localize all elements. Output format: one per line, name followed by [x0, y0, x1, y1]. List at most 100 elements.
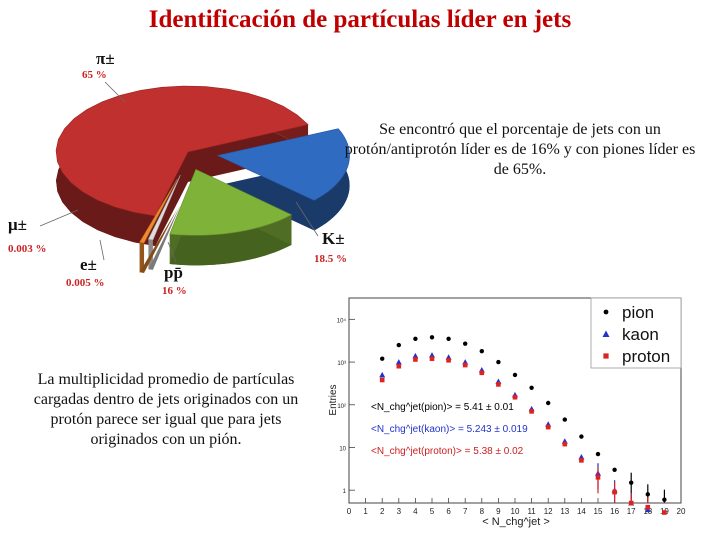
legend: pion kaon proton [590, 297, 682, 369]
proton-point [612, 489, 617, 495]
legend-label: kaon [622, 325, 659, 344]
proton-point [529, 409, 534, 414]
legend-label: pion [622, 303, 654, 322]
proton-point [628, 500, 634, 506]
x-tick-label: 0 [347, 507, 352, 516]
pie-leader-line [104, 81, 126, 103]
pie-slice-name: π± [96, 49, 115, 68]
pie-slice-percent: 0.005 % [66, 277, 105, 289]
y-ticks: 1 10 10² 10³ 10⁴ [337, 317, 355, 495]
pion-point [446, 336, 451, 342]
kaon-point [412, 352, 419, 359]
pion-point [429, 335, 435, 340]
multiplicity-text: La multiplicidad promedio de partículas … [33, 371, 299, 448]
proton-point [429, 356, 435, 361]
pie-leader-line [39, 209, 79, 227]
pie-slice-name: pp̄ [164, 263, 183, 282]
pion-point [496, 359, 501, 365]
y-axis-label: Entries [328, 384, 339, 415]
annotations: <N_chg^jet(pion)> = 5.41 ± 0.01 <N_chg^je… [371, 402, 528, 457]
pion-point [612, 467, 617, 473]
legend-marker [603, 309, 609, 315]
proton-point [545, 424, 551, 430]
x-tick-label: 1 [363, 507, 368, 516]
pie-slice-base [148, 205, 181, 270]
pion-point [579, 434, 584, 439]
pie-leader-line [99, 239, 105, 261]
proton-point [496, 382, 501, 387]
kaon-point [429, 352, 435, 358]
pie-slice-percent: 18.5 % [314, 253, 347, 265]
pion-point [479, 348, 484, 354]
pie-slice-base [139, 208, 178, 273]
pie-slices [55, 85, 350, 244]
pie-leader-line [295, 201, 319, 237]
pie-slice-percent: 16 % [162, 285, 187, 297]
x-tick-label: 7 [463, 507, 468, 516]
pie-slice-name: e± [80, 255, 97, 274]
proton-point [413, 357, 418, 362]
pie-slice [147, 175, 181, 241]
multiplicity-plot: 01234567891011121314151617181920 11010²1… [328, 297, 686, 528]
x-axis-label: < N_chg^jet > [482, 516, 550, 528]
pie-slice [139, 178, 178, 244]
pion-point [629, 480, 634, 485]
x-tick-label: 4 [413, 507, 418, 516]
y-tick-label: 10⁴ [337, 317, 347, 324]
legend-marker [603, 353, 609, 359]
x-tick-label: 2 [380, 507, 385, 516]
pie-leader-line [167, 241, 177, 263]
y-tick-label: 10² [337, 404, 346, 410]
proton-point [595, 475, 601, 480]
pie-chart: π±65 % K± 18.5 % pp̄ 16 % e± 0.005 % μ± 0.003 % [8, 49, 350, 297]
mean-annotation: <N_chg^jet(pion)> = 5.41 ± 0.01 [371, 402, 514, 413]
x-tick-label: 13 [560, 507, 569, 516]
pion-point [662, 497, 667, 502]
x-tick-label: 16 [610, 507, 619, 516]
x-tick-label: 12 [544, 507, 553, 516]
y-tick-label: 10 [339, 446, 346, 452]
proton-point [579, 458, 584, 463]
proton-point [396, 363, 402, 369]
y-tick-label: 1 [343, 489, 347, 495]
x-tick-label: 15 [594, 507, 603, 516]
pion-point [463, 341, 468, 346]
kaon-point [395, 359, 402, 365]
pion-point [546, 400, 551, 406]
y-tick-label: 10³ [337, 361, 346, 367]
proton-point [662, 510, 667, 515]
x-tick-label: 10 [511, 507, 520, 516]
pie-slice [169, 168, 293, 236]
pion-point [396, 342, 401, 348]
pie-slice-percent: 65 % [82, 69, 107, 81]
proton-point [562, 441, 568, 447]
x-tick-label: 20 [677, 507, 686, 516]
legend-label: proton [622, 347, 670, 366]
x-tick-label: 6 [446, 507, 451, 516]
pie-slice [216, 128, 350, 201]
pion-point [529, 385, 534, 390]
pie-slice-percent: 0.003 % [8, 243, 47, 255]
proton-point [645, 504, 651, 510]
proton-point [512, 394, 518, 400]
x-tick-label: 17 [627, 507, 636, 516]
pie-slice-name: K± [322, 229, 345, 248]
pion-point [413, 336, 418, 342]
pion-point [512, 372, 518, 378]
x-tick-label: 11 [527, 507, 536, 516]
mean-annotation: <N_chg^jet(kaon)> = 5.243 ± 0.019 [371, 424, 528, 435]
mean-annotation: <N_chg^jet(proton)> = 5.38 ± 0.02 [371, 446, 524, 457]
slide-title: Identificación de partículas líder en je… [148, 6, 572, 33]
x-tick-label: 9 [496, 507, 501, 516]
pie-labels: π±65 % K± 18.5 % pp̄ 16 % e± 0.005 % μ± 0.003 % [8, 49, 347, 297]
legend-marker [602, 330, 610, 337]
pie-slice [55, 85, 309, 217]
x-tick-label: 14 [577, 507, 586, 516]
pion-point [595, 451, 601, 457]
proton-point [446, 357, 451, 363]
pie-slice-side [139, 242, 145, 273]
x-tick-label: 3 [397, 507, 402, 516]
pion-point [380, 356, 385, 361]
pie-slice-name: μ± [8, 215, 27, 234]
proton-point [479, 370, 485, 376]
